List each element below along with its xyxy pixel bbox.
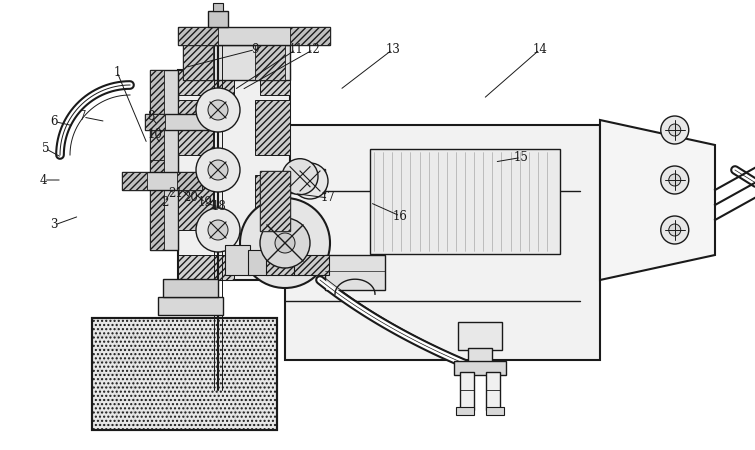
Bar bbox=[248, 250, 268, 275]
Bar bbox=[458, 322, 502, 350]
Polygon shape bbox=[600, 120, 715, 280]
Bar bbox=[290, 27, 330, 45]
Circle shape bbox=[196, 148, 240, 192]
Circle shape bbox=[196, 208, 240, 252]
Text: 15: 15 bbox=[513, 151, 528, 164]
Bar bbox=[255, 45, 285, 80]
Bar bbox=[454, 361, 506, 375]
Bar bbox=[145, 114, 220, 130]
Bar bbox=[150, 70, 178, 250]
Circle shape bbox=[661, 116, 689, 144]
Bar bbox=[208, 11, 228, 27]
Text: 21: 21 bbox=[168, 187, 183, 200]
Circle shape bbox=[669, 174, 681, 186]
Text: 7: 7 bbox=[79, 111, 87, 123]
Bar bbox=[178, 70, 234, 95]
Circle shape bbox=[669, 224, 681, 236]
Bar bbox=[178, 175, 213, 230]
Bar bbox=[178, 100, 213, 155]
Text: 2: 2 bbox=[161, 196, 168, 209]
Bar bbox=[178, 255, 234, 280]
Text: 18: 18 bbox=[211, 201, 226, 213]
Text: 4: 4 bbox=[40, 174, 48, 186]
Bar bbox=[255, 100, 290, 155]
Bar bbox=[158, 297, 223, 315]
Circle shape bbox=[208, 160, 228, 180]
Text: 3: 3 bbox=[51, 219, 58, 231]
Circle shape bbox=[669, 124, 681, 136]
Circle shape bbox=[292, 163, 328, 199]
Circle shape bbox=[661, 216, 689, 244]
Text: 10: 10 bbox=[147, 129, 162, 141]
Bar bbox=[163, 279, 218, 297]
Bar bbox=[178, 27, 218, 45]
Bar bbox=[213, 3, 223, 11]
Bar bbox=[260, 255, 290, 280]
Circle shape bbox=[196, 88, 240, 132]
Text: 19: 19 bbox=[198, 196, 213, 209]
Bar bbox=[260, 70, 290, 95]
Text: 17: 17 bbox=[321, 192, 336, 204]
Text: 16: 16 bbox=[393, 210, 408, 222]
Circle shape bbox=[208, 220, 228, 240]
Bar bbox=[183, 45, 213, 80]
Bar bbox=[183, 45, 290, 80]
Bar bbox=[260, 171, 290, 231]
Text: 20: 20 bbox=[183, 192, 198, 204]
Text: 8: 8 bbox=[147, 111, 155, 123]
Bar bbox=[225, 245, 250, 275]
Bar bbox=[325, 255, 385, 289]
Circle shape bbox=[240, 198, 330, 288]
Circle shape bbox=[661, 166, 689, 194]
Bar bbox=[290, 169, 325, 193]
Circle shape bbox=[208, 100, 228, 120]
Bar bbox=[285, 125, 600, 360]
Bar bbox=[486, 372, 500, 410]
Bar bbox=[122, 172, 147, 190]
Text: 11: 11 bbox=[288, 43, 304, 56]
Text: 5: 5 bbox=[42, 142, 49, 155]
Bar bbox=[260, 171, 290, 231]
Bar bbox=[460, 372, 474, 410]
Bar bbox=[92, 318, 277, 430]
Bar bbox=[92, 318, 277, 430]
Text: 13: 13 bbox=[385, 43, 400, 56]
Bar bbox=[486, 407, 504, 415]
Bar bbox=[122, 172, 202, 190]
Bar bbox=[468, 348, 492, 362]
Bar bbox=[290, 169, 325, 193]
Circle shape bbox=[260, 218, 310, 268]
Bar bbox=[456, 407, 474, 415]
Bar bbox=[177, 172, 202, 190]
Bar bbox=[178, 27, 330, 45]
Bar bbox=[150, 70, 164, 160]
Bar bbox=[266, 255, 296, 275]
Circle shape bbox=[275, 233, 295, 253]
Bar bbox=[255, 175, 290, 230]
Text: 9: 9 bbox=[251, 43, 259, 56]
Bar bbox=[370, 148, 560, 254]
Text: 12: 12 bbox=[306, 43, 321, 56]
Circle shape bbox=[282, 159, 318, 195]
Text: 6: 6 bbox=[51, 115, 58, 128]
Bar bbox=[178, 70, 290, 280]
Text: 14: 14 bbox=[532, 43, 547, 56]
Bar bbox=[145, 114, 165, 130]
Text: 1: 1 bbox=[113, 66, 121, 78]
Bar bbox=[150, 160, 164, 250]
Bar bbox=[294, 255, 329, 275]
